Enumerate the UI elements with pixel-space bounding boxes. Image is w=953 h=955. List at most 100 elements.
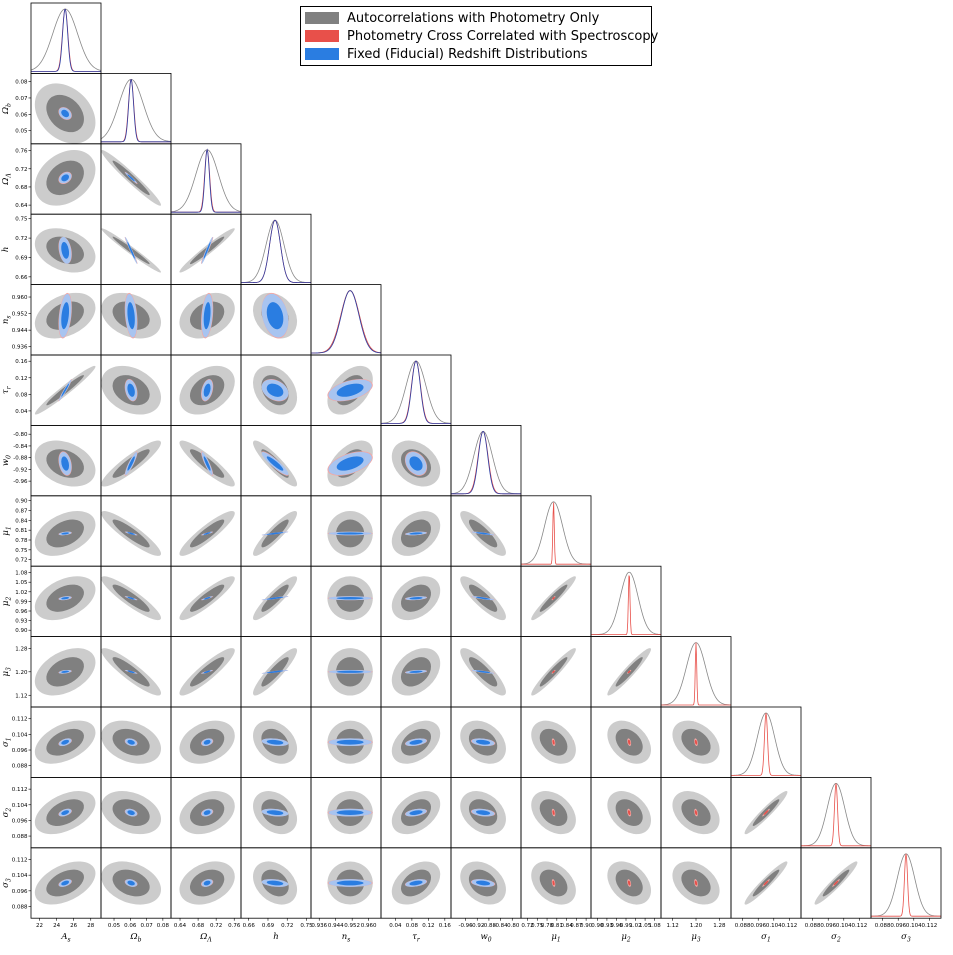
legend-label-auto: Autocorrelations with Photometry Only xyxy=(347,10,600,26)
x-tick-label-w-0: -0.80 xyxy=(505,923,520,929)
y-tick-label-mu-2: 0.90 xyxy=(15,628,28,634)
contour-68-fixed xyxy=(336,739,364,745)
x-tick-label-n-s: 0.936 xyxy=(311,923,327,929)
x-tick-label-sigma-3: 0.112 xyxy=(921,923,937,929)
panel-mu-3-vs-omega-b xyxy=(101,648,162,696)
x-tick-label-sigma-2: 0.104 xyxy=(836,923,852,929)
contour-68-fixed xyxy=(203,880,211,886)
panel-sigma-3-vs-w-0 xyxy=(460,861,506,905)
panel-w-0-vs-h xyxy=(253,440,298,487)
contour-68-fixed xyxy=(127,242,135,259)
contour-68-fixed xyxy=(203,670,211,674)
y-tick-label-tau-r: 0.12 xyxy=(15,376,27,382)
y-tick-label-sigma-2: 0.104 xyxy=(12,803,28,809)
panel-mu-2-vs-a-s xyxy=(34,576,96,621)
panel-tau-r-vs-omega-lambda xyxy=(179,365,235,415)
panel-tau-r-vs-h xyxy=(253,365,298,415)
y-axis-label-sub: 2 xyxy=(6,808,13,813)
panel-mu-1-vs-omega-lambda xyxy=(179,510,235,556)
contour-68-fixed xyxy=(475,596,491,600)
x-tick-label-tau-r: 0.16 xyxy=(439,923,452,929)
y-tick-label-omega-lambda: 0.64 xyxy=(15,203,28,209)
marginal-omega-b xyxy=(101,78,171,143)
y-tick-label-w-0: -0.96 xyxy=(13,479,28,485)
x-tick-label-mu-1: 0.84 xyxy=(560,923,573,929)
x-tick-label-omega-b: 0.06 xyxy=(124,923,137,929)
x-axis-label-sub: s xyxy=(347,937,350,944)
panel-h-vs-omega-lambda xyxy=(179,228,235,273)
panel-mu-3-vs-mu-2 xyxy=(607,648,652,696)
panel-sigma-1-vs-a-s xyxy=(34,720,96,764)
y-axis-label-sub: Λ xyxy=(6,173,13,179)
y-tick-label-sigma-1: 0.104 xyxy=(12,732,28,738)
contour-68-fixed xyxy=(266,880,284,886)
legend-entry-cross: Photometry Cross Correlated with Spectro… xyxy=(305,28,658,44)
x-axis-label-a-s: As xyxy=(60,932,70,944)
panel-tau-r-vs-n-s xyxy=(327,365,373,415)
y-axis-label-sub: r xyxy=(6,385,13,389)
panel-mu-2-vs-mu-1 xyxy=(531,576,576,621)
contour-68-fixed xyxy=(61,383,70,397)
x-tick-label-sigma-2: 0.112 xyxy=(851,923,867,929)
panel-sigma-3-vs-sigma-1 xyxy=(744,861,788,905)
panel-tau-r-vs-a-s xyxy=(34,365,96,415)
marginal-curve-cross xyxy=(311,290,381,354)
x-tick-label-sigma-1: 0.088 xyxy=(735,923,751,929)
x-tick-label-sigma-2: 0.096 xyxy=(820,923,836,929)
y-tick-label-h: 0.69 xyxy=(15,255,28,261)
panel-h-vs-omega-b xyxy=(101,228,162,273)
contour-68-fixed xyxy=(336,383,364,397)
x-axis-label-sub: 2 xyxy=(626,937,631,944)
contour-68-fixed xyxy=(61,880,70,886)
legend-label-fixed: Fixed (Fiducial) Redshift Distributions xyxy=(347,46,588,62)
y-tick-label-w-0: -0.84 xyxy=(13,444,28,450)
marginal-w-0 xyxy=(451,430,521,495)
y-tick-label-omega-b: 0.05 xyxy=(15,129,28,135)
x-tick-label-mu-3: 1.12 xyxy=(667,923,679,929)
panel-sigma-2-vs-mu-1 xyxy=(531,791,576,835)
contour-68-fixed xyxy=(475,810,491,815)
marginal-curve-auto xyxy=(451,430,521,495)
panel-sigma-2-vs-n-s xyxy=(327,791,373,835)
y-axis-label-n-s: ns xyxy=(1,316,13,325)
marginal-sigma-1 xyxy=(731,712,801,776)
y-axis-label-mu-3: μ3 xyxy=(1,667,13,677)
contour-68-fixed xyxy=(203,739,211,745)
x-tick-label-mu-2: 0.93 xyxy=(601,923,614,929)
panel-tau-r-vs-omega-b xyxy=(101,365,162,415)
panel-mu-3-vs-n-s xyxy=(327,648,373,696)
x-tick-label-mu-1: 0.87 xyxy=(570,923,583,929)
contour-68-fixed xyxy=(409,532,423,535)
x-tick-label-w-0: -0.96 xyxy=(458,923,473,929)
contour-68-fixed xyxy=(61,242,70,259)
x-tick-label-mu-2: 1.02 xyxy=(629,923,641,929)
contour-68-fixed xyxy=(409,880,423,886)
contour-68-fixed xyxy=(61,109,70,118)
y-axis-label-sub: 3 xyxy=(6,878,13,882)
contour-68-fixed xyxy=(409,456,423,471)
y-tick-label-mu-3: 1.12 xyxy=(15,693,27,699)
panel-frame xyxy=(310,284,382,356)
contour-68-fixed xyxy=(266,670,284,674)
panel-sigma-2-vs-sigma-1 xyxy=(744,791,788,835)
marginal-curve-cross xyxy=(521,502,591,565)
y-tick-label-sigma-3: 0.088 xyxy=(12,904,28,910)
panel-mu-3-vs-tau-r xyxy=(391,648,441,696)
panel-sigma-3-vs-a-s xyxy=(34,861,96,905)
marginal-sigma-3 xyxy=(871,853,941,917)
y-tick-label-w-0: -0.80 xyxy=(13,432,28,438)
marginal-curve-cross xyxy=(871,853,941,917)
contour-68-fixed xyxy=(203,242,211,259)
x-tick-label-mu-2: 1.05 xyxy=(639,923,652,929)
x-tick-label-sigma-1: 0.104 xyxy=(766,923,782,929)
contour-68-cross xyxy=(833,880,839,886)
marginal-curve-cross xyxy=(731,712,801,776)
x-tick-label-mu-3: 1.28 xyxy=(713,923,726,929)
contour-68-fixed xyxy=(127,383,135,397)
panel-frame xyxy=(100,73,172,145)
panel-sigma-2-vs-a-s xyxy=(34,791,96,835)
y-tick-label-sigma-2: 0.096 xyxy=(12,818,28,824)
x-tick-label-n-s: 0.960 xyxy=(361,923,377,929)
y-tick-label-h: 0.66 xyxy=(15,275,28,281)
y-tick-label-h: 0.72 xyxy=(15,236,27,242)
